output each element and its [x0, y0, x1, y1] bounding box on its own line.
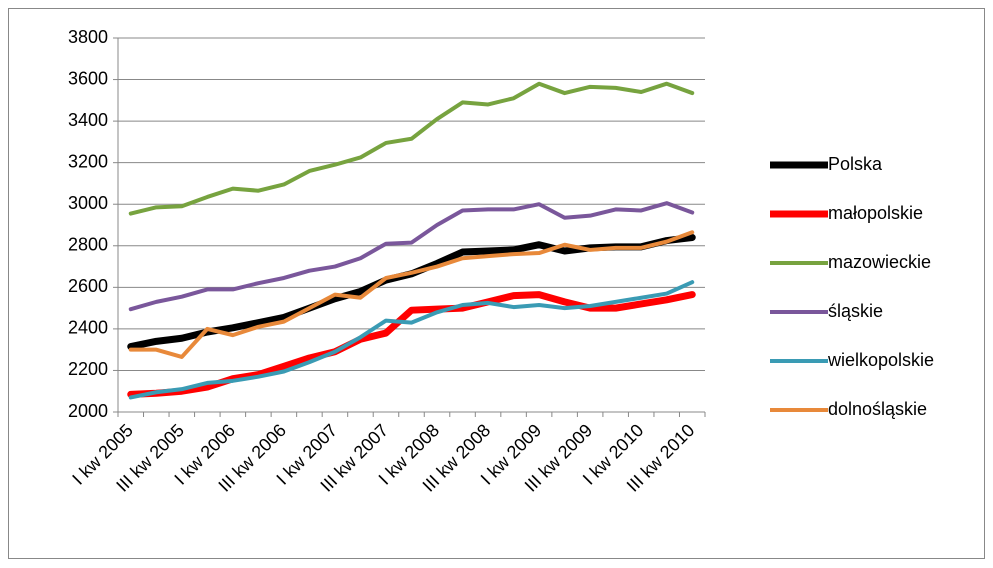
legend-label: śląskie	[828, 301, 883, 321]
y-tick-label: 2000	[68, 401, 108, 421]
legend-label: Polska	[828, 154, 883, 174]
y-tick-label: 2600	[68, 276, 108, 296]
y-tick-label: 2200	[68, 359, 108, 379]
legend-label: mazowieckie	[828, 252, 931, 272]
y-tick-label: 2800	[68, 235, 108, 255]
y-tick-label: 3800	[68, 27, 108, 47]
y-tick-label: 2400	[68, 318, 108, 338]
chart-border	[8, 8, 985, 559]
legend-label: małopolskie	[828, 203, 923, 223]
series-line	[128, 201, 695, 312]
legend-label: wielkopolskie	[827, 350, 934, 370]
series-line	[128, 280, 695, 400]
y-tick-label: 3600	[68, 68, 108, 88]
y-tick-label: 3400	[68, 110, 108, 130]
series-line	[128, 230, 695, 359]
legend-label: dolnośląskie	[828, 399, 927, 419]
series-line	[128, 81, 695, 216]
y-tick-label: 3000	[68, 193, 108, 213]
y-tick-label: 3200	[68, 151, 108, 171]
